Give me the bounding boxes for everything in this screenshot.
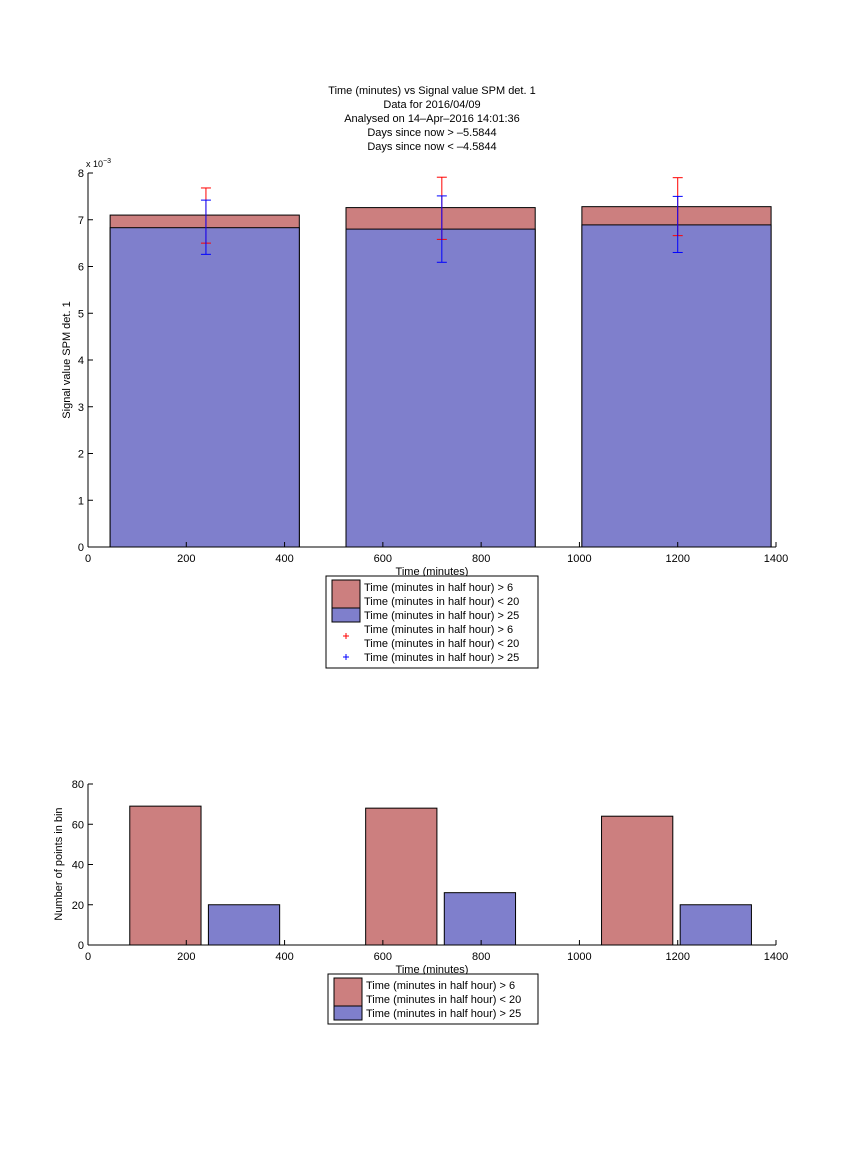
bars [109, 206, 772, 548]
axes: 0 200 400 600 800 1000 1200 1400 0 20 40 60 80 [72, 779, 788, 963]
legend-swatch [333, 1005, 363, 1021]
y-tick-label: 2 [78, 449, 84, 461]
legend-label: Time (minutes in half hour) < 20 [366, 994, 521, 1006]
y-tick-label: 3 [78, 402, 84, 414]
y-tick-label: 1 [78, 495, 84, 507]
x-axis-label: Time (minutes) [396, 566, 469, 578]
y-tick-label: 5 [78, 308, 84, 320]
chart-points-per-bin: 0 200 400 600 800 1000 1200 1400 0 20 40 60 80 Time … [53, 779, 788, 1025]
bar-red [129, 805, 202, 946]
chart-title: Time (minutes) vs Signal value SPM det. … [328, 85, 535, 153]
x-tick-label: 800 [472, 553, 490, 565]
y-tick-label: 20 [72, 900, 84, 912]
title-line-1: Time (minutes) vs Signal value SPM det. … [328, 85, 535, 97]
bar-blue [581, 224, 772, 548]
legend-label: Time (minutes in half hour) > 6 [364, 582, 513, 594]
bar-blue [345, 228, 536, 548]
x-tick-label: 1400 [764, 951, 788, 963]
title-line-3: Analysed on 14–Apr–2016 14:01:36 [344, 113, 520, 125]
bar-red [601, 815, 674, 946]
legend-label: Time (minutes in half hour) > 25 [364, 652, 519, 664]
legend-label: Time (minutes in half hour) > 6 [366, 980, 515, 992]
legend-label: Time (minutes in half hour) > 25 [364, 610, 519, 622]
legend-label: Time (minutes in half hour) < 20 [364, 638, 519, 650]
y-tick-label: 60 [72, 819, 84, 831]
title-line-2: Data for 2016/04/09 [383, 99, 480, 111]
x-tick-label: 400 [275, 951, 293, 963]
chart-signal-value: Time (minutes) vs Signal value SPM det. … [61, 85, 788, 669]
bar-blue [679, 904, 752, 946]
x-tick-label: 600 [374, 951, 392, 963]
bar-red [365, 807, 438, 946]
y-exponent-label: x 10−3 [86, 158, 111, 169]
title-line-5: Days since now < –4.5844 [367, 141, 496, 153]
legend-label: Time (minutes in half hour) > 25 [366, 1008, 521, 1020]
legend-box [325, 575, 539, 669]
x-tick-label: 1200 [665, 553, 689, 565]
x-tick-label: 600 [374, 553, 392, 565]
y-exponent-power: −3 [103, 158, 111, 165]
y-tick-label: 7 [78, 215, 84, 227]
y-tick-label: 80 [72, 779, 84, 791]
y-tick-label: 4 [78, 355, 84, 367]
y-tick-label: 0 [78, 542, 84, 554]
y-axis-label: Signal value SPM det. 1 [61, 301, 73, 418]
x-tick-label: 200 [177, 951, 195, 963]
error-bars [200, 176, 683, 263]
y-tick-label: 0 [78, 940, 84, 952]
x-tick-label: 1000 [567, 553, 591, 565]
bar-blue [443, 892, 517, 946]
legend-label: Time (minutes in half hour) > 6 [364, 624, 513, 636]
bar-blue [109, 227, 300, 548]
legend: Time (minutes in half hour) > 6 Time (min… [327, 973, 539, 1025]
x-tick-label: 800 [472, 951, 490, 963]
bars [129, 805, 752, 946]
legend-swatch [333, 977, 363, 1007]
title-line-4: Days since now > –5.5844 [367, 127, 496, 139]
x-axis-label: Time (minutes) [396, 964, 469, 976]
x-tick-label: 200 [177, 553, 195, 565]
legend-box [327, 973, 539, 1025]
bar-blue [207, 904, 281, 946]
y-tick-label: 6 [78, 262, 84, 274]
x-tick-label: 0 [85, 553, 91, 565]
x-tick-label: 1200 [665, 951, 689, 963]
x-tick-label: 400 [275, 553, 293, 565]
x-tick-label: 1400 [764, 553, 788, 565]
legend-swatch [331, 579, 361, 609]
legend: Time (minutes in half hour) > 6 Time (min… [325, 575, 539, 669]
axes: 0 200 400 600 800 1000 1200 1400 0 1 2 3 4 5 6 7 8 [78, 168, 788, 565]
x-tick-label: 0 [85, 951, 91, 963]
y-exponent-base: x 10 [86, 159, 103, 169]
legend-swatch [331, 607, 361, 623]
x-tick-label: 1000 [567, 951, 591, 963]
y-tick-label: 8 [78, 168, 84, 180]
legend-label: Time (minutes in half hour) < 20 [364, 596, 519, 608]
y-axis-label: Number of points in bin [53, 807, 65, 920]
y-tick-label: 40 [72, 860, 84, 872]
